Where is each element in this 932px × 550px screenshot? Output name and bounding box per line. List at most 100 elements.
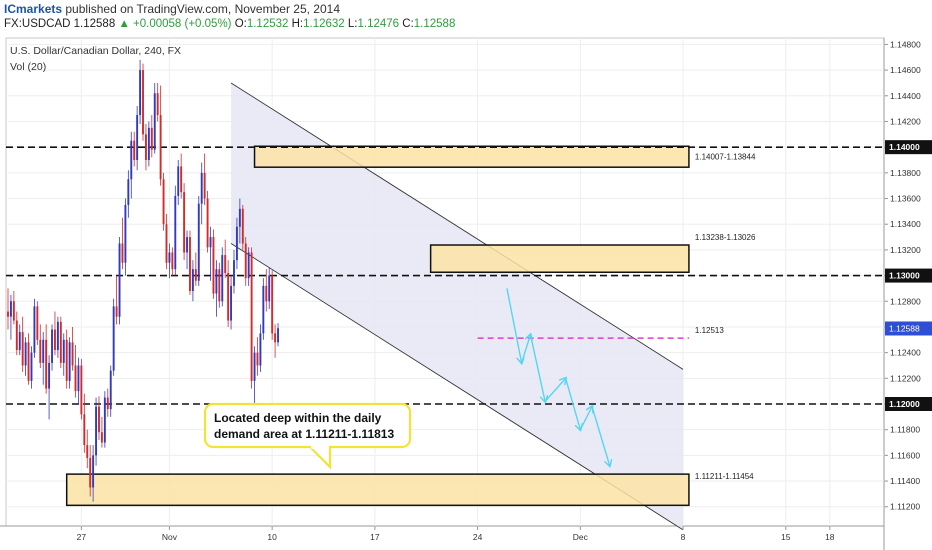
candle-body (218, 269, 221, 302)
annotation-callout: Located deep within the daily demand area… (203, 402, 412, 470)
candle-body (174, 195, 177, 270)
last-price: 1.12588 (73, 18, 116, 30)
candle-body (51, 329, 53, 363)
candle-body (77, 365, 80, 392)
candle-body (227, 273, 230, 321)
candle-body (118, 243, 121, 317)
time-axis[interactable]: 27 Nov 10 17 24 Dec 8 15 18 (77, 526, 835, 542)
candle-body (89, 457, 92, 488)
y-tick-label: 1.12400 (890, 348, 921, 358)
published-text: published on TradingView.com, November 2… (65, 2, 340, 16)
low-label: L: (347, 18, 358, 30)
candle-body (95, 406, 97, 456)
candle-body (265, 285, 268, 302)
y-tick-label: 1.14600 (890, 65, 921, 75)
candle-body (33, 306, 36, 353)
candle-body (112, 306, 115, 371)
key-level-badge (885, 397, 932, 411)
candle-body (221, 255, 224, 302)
candle-body (159, 115, 162, 180)
candle-body (162, 179, 165, 225)
candle-body (165, 224, 168, 263)
high-label: H: (291, 18, 304, 30)
candle-body (144, 134, 147, 160)
x-tick-label: 27 (77, 532, 87, 542)
candle-body (250, 252, 253, 381)
candle-body (253, 352, 256, 381)
candle-body (256, 352, 259, 366)
candle-body (171, 252, 174, 270)
zone-label: 1.13238-1.13026 (695, 233, 756, 242)
candle-body (203, 172, 206, 199)
y-tick-label: 1.14800 (890, 39, 921, 49)
candle-body (262, 285, 265, 334)
candle-body (271, 275, 274, 334)
projection-arrow (520, 335, 531, 364)
key-level-label: 1.13000 (889, 271, 920, 281)
candle-body (121, 243, 124, 263)
candle-body (92, 455, 95, 488)
candle-body (156, 93, 159, 116)
candle-body (30, 352, 33, 381)
candle-body (247, 252, 250, 279)
candle-body (39, 339, 42, 363)
candle-body (233, 260, 235, 286)
candle-body (142, 70, 144, 135)
projection-arrows (506, 288, 610, 466)
x-tick-label: 17 (370, 532, 380, 542)
candle-body (235, 226, 238, 261)
candle-body (12, 301, 15, 321)
callout-box (203, 402, 412, 449)
candle-body (180, 166, 183, 193)
brand-name[interactable]: ICmarkets (4, 2, 63, 16)
candle-body (115, 306, 118, 317)
close-label: C: (402, 18, 414, 30)
candle-body (98, 406, 100, 433)
supply-demand-zone (65, 473, 690, 507)
price-change: +0.00058 (+0.05%) (133, 18, 232, 30)
candle-body (42, 339, 45, 363)
projection-arrow (564, 378, 581, 429)
candle-body (200, 172, 203, 204)
callout-joint (311, 444, 329, 449)
candle-body (153, 93, 156, 150)
candle-body (24, 342, 27, 366)
candle-body (68, 342, 71, 381)
candle-body (109, 370, 112, 410)
open-label: O: (234, 18, 247, 30)
candle-body (71, 342, 74, 366)
candle-body (194, 269, 197, 281)
callout-line-1: Located deep within the daily (214, 411, 382, 425)
candle-body (230, 285, 233, 321)
y-tick-label: 1.11800 (890, 425, 920, 435)
y-tick-label: 1.12800 (890, 296, 921, 306)
callout-line-2: demand area at 1.11211-1.11813 (214, 427, 394, 441)
high-value: 1.12632 (303, 18, 345, 30)
projection-arrow (591, 406, 610, 466)
y-tick-label: 1.14400 (890, 91, 921, 101)
low-value: 1.12476 (357, 18, 400, 30)
zone-label: 1.14007-1.13844 (695, 153, 756, 162)
supply-demand-zone (253, 145, 690, 168)
candle-body (259, 333, 262, 366)
current-price-label: 1.12588 (889, 323, 920, 333)
open-value: 1.12532 (246, 18, 289, 30)
y-tick-label: 1.12200 (890, 373, 921, 383)
candle-body (268, 275, 271, 302)
candle-body (54, 329, 56, 351)
symbol-name[interactable]: FX:USDCAD (4, 18, 71, 30)
projection-arrow (529, 334, 545, 402)
pivot-label: 1.12513 (695, 326, 724, 335)
candle-body (36, 306, 39, 340)
candle-body (244, 243, 247, 279)
candle-body (86, 445, 89, 458)
candle-body (224, 255, 227, 274)
candle-body (197, 203, 200, 281)
y-tick-label: 1.14200 (890, 116, 921, 126)
indicator-label[interactable]: Vol (20) (10, 61, 46, 73)
price-axis[interactable]: 1.14800 1.14600 1.14400 1.14200 1.14000 1.138… (884, 39, 932, 512)
candle-body (124, 204, 127, 263)
x-tick-label: 8 (681, 532, 686, 542)
x-tick-label: Dec (573, 532, 589, 542)
